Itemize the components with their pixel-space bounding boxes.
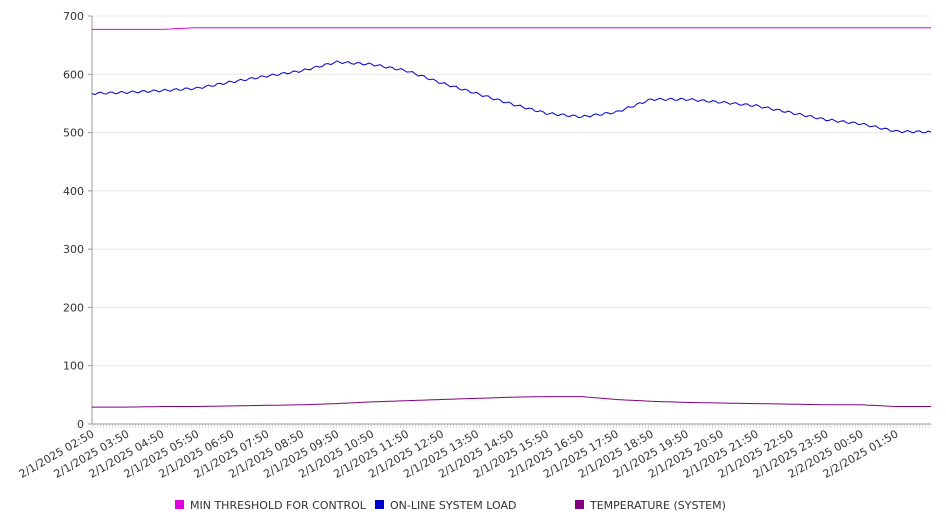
y-tick-label: 600 — [63, 68, 84, 81]
y-tick-label: 400 — [63, 185, 84, 198]
legend-swatch — [575, 500, 584, 509]
series-line-1 — [92, 27, 931, 30]
legend: MIN THRESHOLD FOR CONTROL ON-LINE SYSTEM … — [175, 499, 726, 512]
y-tick-label: 500 — [63, 127, 84, 140]
legend-label: TEMPERATURE (SYSTEM) — [589, 499, 726, 512]
series-line-2 — [91, 60, 932, 134]
series-lines — [91, 27, 932, 408]
legend-label: ON-LINE SYSTEM LOAD — [390, 499, 516, 512]
legend-swatch — [375, 500, 384, 509]
y-tick-label: 300 — [63, 243, 84, 256]
y-tick-label: 100 — [63, 360, 84, 373]
y-tick-label: 200 — [63, 301, 84, 314]
series-line-3 — [92, 396, 931, 408]
legend-label: MIN THRESHOLD FOR CONTROL — [190, 499, 367, 512]
y-axis-ticks: 0 100 200 300 400 500 600 700 — [63, 10, 92, 431]
legend-swatch — [175, 500, 184, 509]
y-tick-label: 0 — [77, 418, 84, 431]
gridlines — [92, 15, 931, 367]
y-tick-label: 700 — [63, 10, 84, 23]
x-axis-ticks: 2/1/2025 02:502/1/2025 03:502/1/2025 04:… — [17, 424, 932, 481]
